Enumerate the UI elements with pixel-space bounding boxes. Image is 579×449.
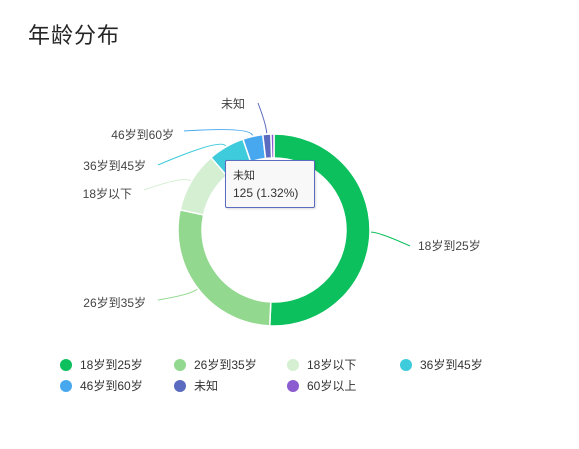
legend-dot-icon: [60, 358, 72, 371]
legend-label: 26岁到35岁: [194, 358, 257, 372]
leader-line-1: [157, 288, 198, 301]
leader-line-0: [370, 231, 411, 247]
legend-label: 18岁到25岁: [80, 358, 143, 372]
legend-dot-icon: [287, 379, 299, 392]
leader-lines: [143, 102, 411, 301]
slice-label-0: 18岁到25岁: [418, 238, 481, 253]
legend-item-2[interactable]: 18岁以下: [287, 356, 356, 373]
chart-tooltip: 未知 125 (1.32%): [225, 160, 315, 208]
legend-dot-icon: [287, 358, 299, 371]
leader-line-2: [143, 179, 191, 191]
legend-dot-icon: [174, 379, 186, 392]
slice-label-2: 18岁以下: [83, 186, 132, 201]
tooltip-name: 未知: [233, 170, 255, 182]
slice-label-3: 36岁到45岁: [83, 158, 146, 173]
legend-label: 46岁到60岁: [80, 379, 143, 393]
slice-6[interactable]: [270, 133, 275, 159]
slice-label-1: 26岁到35岁: [83, 295, 146, 310]
slice-label-4: 46岁到60岁: [111, 127, 174, 142]
leader-line-4: [183, 129, 254, 136]
legend-item-5[interactable]: 未知: [174, 377, 218, 394]
legend-item-6[interactable]: 60岁以上: [287, 377, 356, 394]
slice-0[interactable]: [268, 133, 371, 327]
legend-item-4[interactable]: 46岁到60岁: [60, 377, 143, 394]
legend-label: 18岁以下: [307, 358, 357, 372]
leader-line-3: [157, 143, 227, 166]
legend-dot-icon: [400, 358, 412, 371]
legend-dot-icon: [60, 379, 72, 392]
legend-item-1[interactable]: 26岁到35岁: [174, 356, 257, 373]
slice-label-5: 未知: [221, 97, 245, 111]
tooltip-value: 125 (1.32%): [233, 186, 299, 200]
legend-label: 60岁以上: [307, 379, 357, 393]
legend-label: 36岁到45岁: [420, 358, 483, 372]
leader-line-5: [257, 102, 268, 134]
slice-1[interactable]: [177, 208, 272, 327]
legend-dot-icon: [174, 358, 186, 371]
legend-label: 未知: [194, 379, 219, 393]
chart-title: 年龄分布: [28, 23, 121, 48]
legend-item-3[interactable]: 36岁到45岁: [400, 356, 483, 373]
legend-item-0[interactable]: 18岁到25岁: [60, 356, 143, 373]
